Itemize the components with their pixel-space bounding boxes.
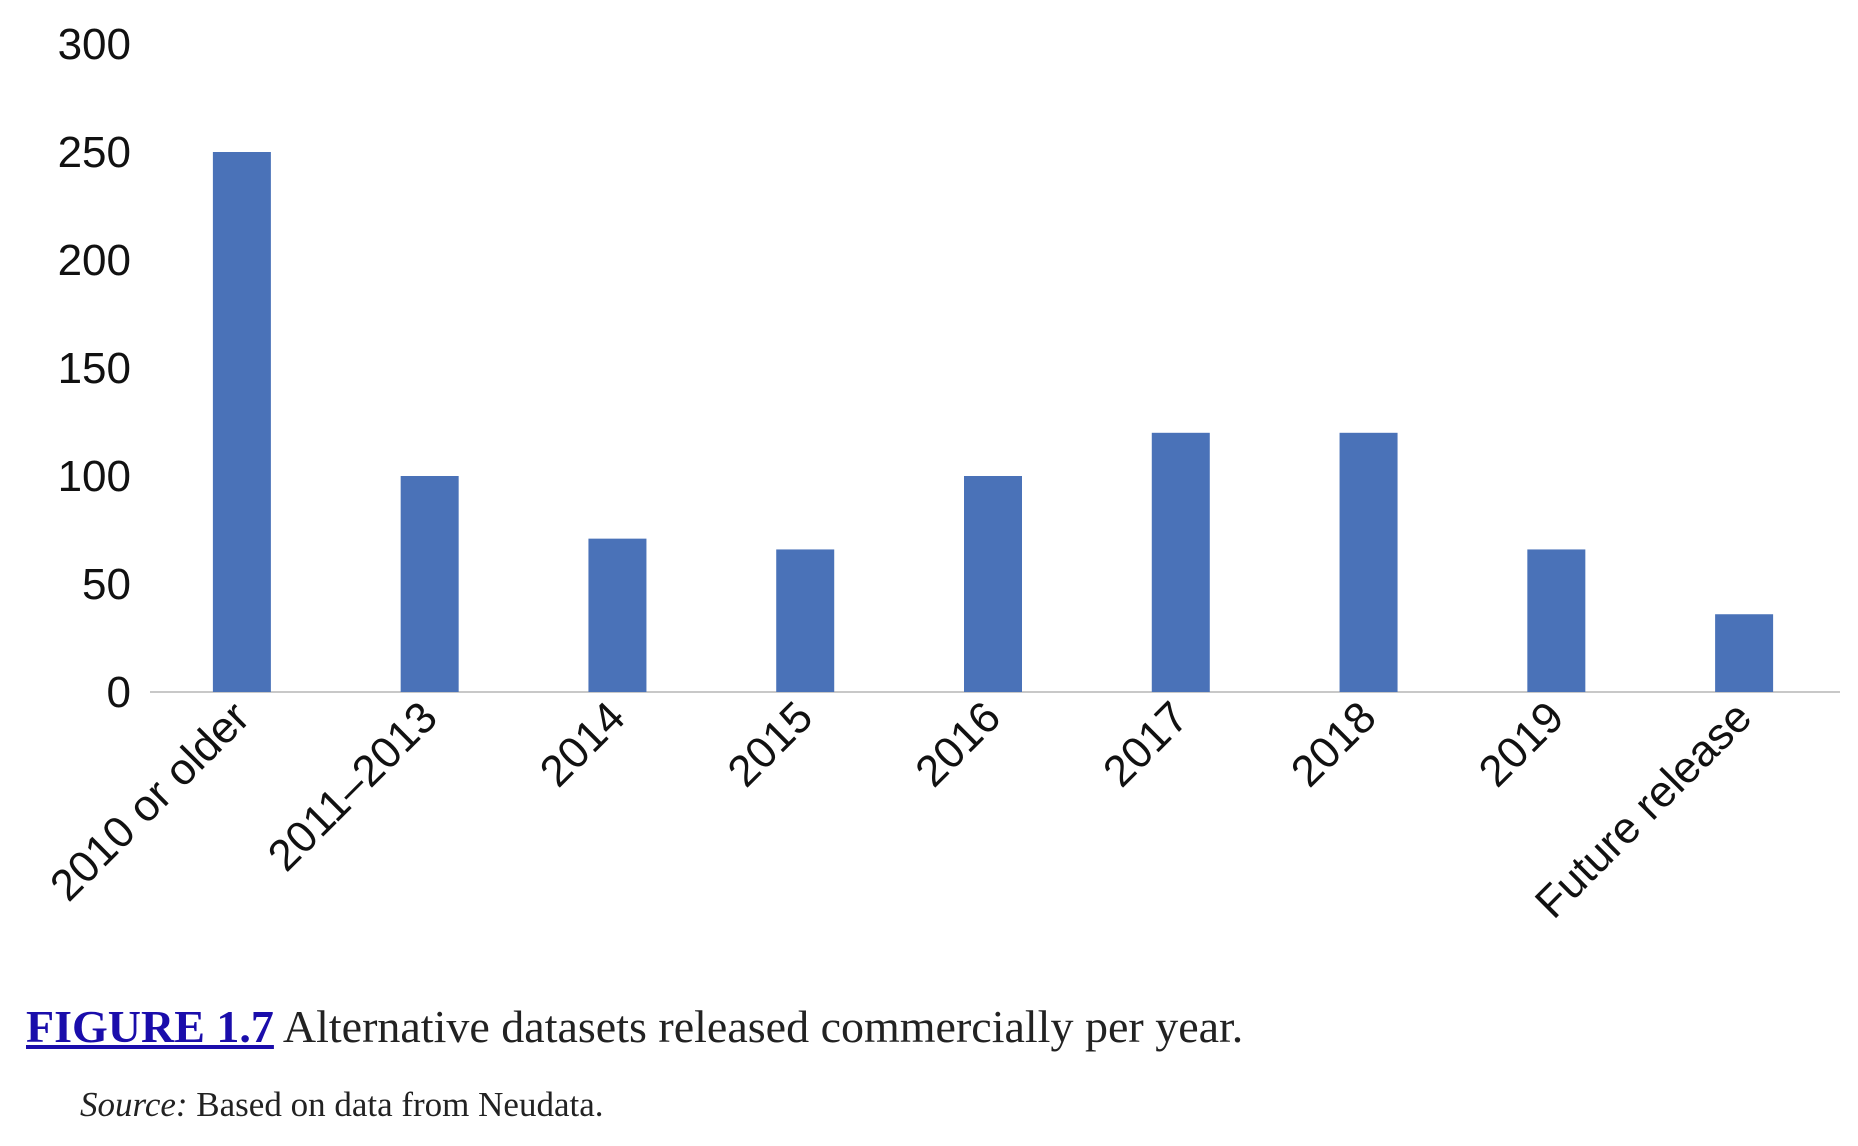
figure-caption: FIGURE 1.7 Alternative datasets released… <box>26 1000 1243 1053</box>
y-tick-label: 0 <box>107 668 131 717</box>
bar <box>1527 549 1586 692</box>
y-tick-label: 300 <box>58 20 131 69</box>
x-tick-label: 2011–2013 <box>259 692 447 880</box>
bar <box>1151 432 1210 692</box>
y-tick-label: 100 <box>58 452 131 501</box>
bar-chart: 0 50 100 150 200 250 300 2010 or older 2011–2013… <box>41 20 1840 928</box>
x-tick-label: 2016 <box>906 692 1010 796</box>
bar <box>776 549 835 692</box>
chart-svg: 0 50 100 150 200 250 300 2010 or older 2011–2013… <box>41 20 1840 928</box>
x-tick-label: 2015 <box>718 692 822 796</box>
x-tick-label: 2019 <box>1470 692 1574 796</box>
y-tick-label: 200 <box>58 236 131 285</box>
source-label: Source: <box>80 1085 188 1124</box>
y-tick-label: 50 <box>82 560 131 609</box>
x-tick-label: 2010 or older <box>41 692 259 910</box>
caption-text: Alternative datasets released commercial… <box>282 1001 1244 1052</box>
x-tick-label: 2014 <box>531 692 635 796</box>
x-tick-label: 2018 <box>1282 692 1386 796</box>
figure-link[interactable]: FIGURE 1.7 <box>26 1001 274 1052</box>
bar <box>1339 432 1398 692</box>
bar <box>964 476 1022 692</box>
source-text: Based on data from Neudata. <box>196 1085 604 1124</box>
y-tick-label: 250 <box>58 128 131 177</box>
bar <box>1715 614 1774 692</box>
bar <box>588 538 647 692</box>
source-note: Source: Based on data from Neudata. <box>80 1085 604 1125</box>
x-tick-label: 2017 <box>1094 692 1198 796</box>
bar <box>400 476 459 692</box>
bar <box>212 152 271 692</box>
y-tick-label: 150 <box>58 344 131 393</box>
